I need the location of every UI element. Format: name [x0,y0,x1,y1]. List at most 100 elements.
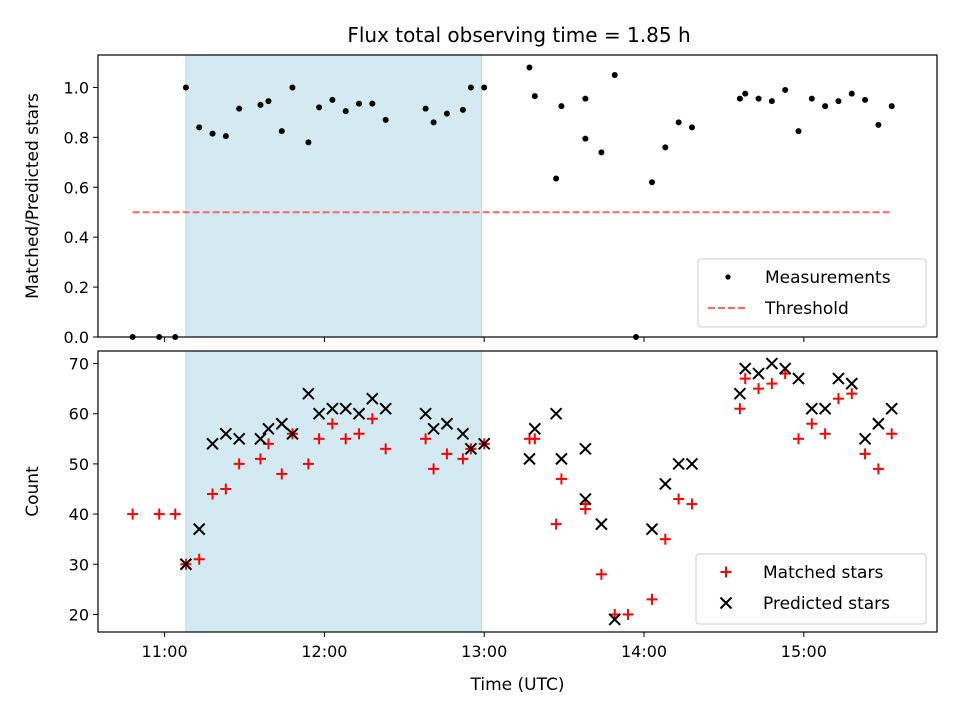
data-point [768,98,775,105]
legend-label: Measurements [765,268,891,288]
data-point [467,84,474,91]
x-mark-b [477,437,491,451]
data-point [459,106,466,113]
series-measurements [129,64,895,340]
data-point [531,93,538,100]
x-mark-b [555,452,568,466]
x-mark-b [645,522,659,536]
data-point [845,377,858,390]
data-point [464,442,478,456]
top-panel: 0.0 0.2 0.4 0.6 0.8 1.0 Matched/Predicted star… [23,54,938,347]
data-point [427,422,440,435]
data-point [236,105,243,112]
data-point [608,613,621,626]
legend-box [697,258,927,328]
data-point [278,128,285,135]
x-mark-b [579,442,592,456]
data-point [302,387,315,400]
data-point [419,407,432,420]
x-mark-b [858,432,872,446]
data-point [356,100,363,107]
shaded-region [185,351,482,632]
data-point [848,90,855,97]
data-point [753,383,765,395]
data-point [366,392,379,405]
data-point [659,533,671,545]
data-point [369,100,376,107]
data-point [289,84,296,91]
data-point [555,452,568,466]
data-point [872,417,885,430]
x-axis-label: Time (UTC) [470,675,565,695]
legend: Measurements Threshold [697,258,927,328]
data-point [595,517,608,531]
x-mark-b [528,422,542,435]
data-point [379,402,392,415]
x-mark-b [832,372,845,385]
x-mark-b [739,362,752,375]
x-tick-label: 13:00 [461,642,507,661]
data-point [312,407,326,420]
data-point [549,407,563,420]
data-point [742,90,749,97]
data-point [805,402,819,415]
y-tick-label: 30 [69,555,89,574]
data-point [380,443,392,455]
legend-marker [725,274,731,280]
data-point [275,417,288,430]
data-point [872,463,884,475]
data-point [862,96,869,103]
y-tick-label: 70 [69,355,89,374]
data-point [766,378,778,390]
x-mark-b [232,432,246,446]
chart-title: Flux total observing time = 1.85 h [347,23,690,47]
data-point [443,110,450,117]
data-point [675,119,682,126]
data-point [179,558,193,571]
data-point [808,95,815,102]
data-point [819,428,831,440]
x-mark-b [206,437,219,451]
data-point [886,428,898,440]
data-point [232,432,246,446]
data-point [456,427,470,441]
data-point [832,372,845,385]
data-point [257,101,264,108]
data-point [254,453,266,465]
x-mark-b [523,452,536,466]
legend-label: Matched stars [763,563,883,583]
x-mark-b [254,432,267,446]
data-point [553,175,560,182]
data-point [326,418,338,430]
data-point [734,403,746,415]
data-point [206,437,219,451]
x-mark-b [805,402,819,415]
y-axis-label: Count [23,466,43,517]
data-point [595,568,607,580]
data-point [659,477,672,491]
data-point [646,593,658,605]
x-mark-b [778,362,792,375]
data-point [313,433,325,445]
x-mark-b [312,407,326,420]
data-point [736,95,743,102]
data-point [739,373,751,385]
data-point [339,402,352,415]
x-mark-b [885,402,898,415]
x-mark-b [608,613,621,626]
data-point [846,388,858,400]
data-point [672,457,685,471]
data-point [649,179,656,186]
data-point [353,428,365,440]
data-point [477,437,491,451]
x-mark-b [765,357,779,370]
x-mark-b [733,387,747,400]
x-tick-label: 14:00 [621,642,667,661]
data-point [832,393,844,405]
data-point [265,98,272,105]
x-mark-b [845,377,858,390]
plot-frame [97,350,938,633]
data-point [859,448,871,460]
data-point [153,508,165,520]
